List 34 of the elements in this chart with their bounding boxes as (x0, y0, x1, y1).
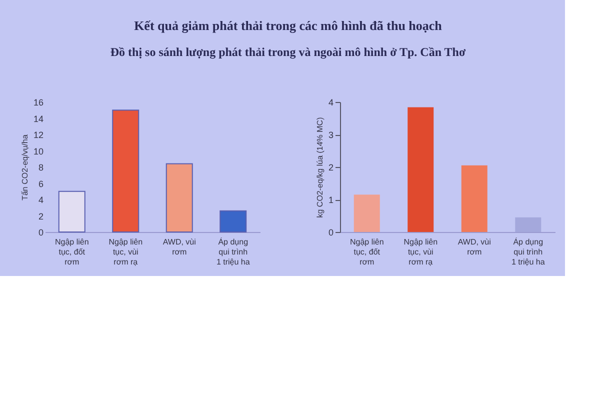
y-axis-title: kg CO2-eq/kg lúa (14% MC) (315, 116, 324, 218)
bar (515, 217, 542, 232)
y-tick-label: 6 (38, 178, 44, 189)
bar (166, 163, 193, 232)
bar (58, 190, 86, 232)
bar (408, 107, 434, 232)
y-tick-label: 4 (328, 98, 334, 108)
y-tick-label: 12 (33, 130, 44, 140)
bar (461, 165, 488, 232)
text: Đồ thị so sánh lượng phát thải trong và ngoài mô hình ở Tp. Cần Thơ (110, 45, 466, 59)
bar (112, 110, 140, 232)
y-tick-label: 2 (328, 162, 334, 172)
y-tick-label: 1 (328, 195, 334, 205)
bar (220, 210, 247, 232)
bar (354, 194, 380, 232)
y-tick-label: 14 (33, 114, 44, 124)
y-tick-label: 2 (38, 211, 44, 222)
y-tick-label: 10 (33, 146, 44, 156)
x-tick-label: Ngập liên tục, vùi rơm rạ (404, 238, 438, 266)
y-tick-label: 16 (33, 98, 44, 108)
y-tick-label: 0 (328, 228, 334, 238)
y-tick-label: 3 (328, 130, 334, 140)
x-tick-label: Ngập liên tục, đốt rơm (350, 238, 384, 266)
x-tick-label: AWD, vùi rơm (162, 238, 196, 256)
y-tick-label: 4 (38, 195, 44, 205)
x-tick-label: Áp dụng qui trình 1 triệu ha (216, 238, 250, 266)
y-tick-label: 8 (38, 162, 44, 172)
x-tick-label: Ngập liên tục, vùi rơm rạ (108, 238, 143, 266)
y-axis-title: Tấn CO2-eq/vụ/ha (20, 134, 30, 200)
x-tick-label: AWD, vùi rơm (458, 238, 492, 256)
y-tick-label: 0 (38, 228, 44, 238)
text: Kết quả giảm phát thải trong các mô hình đã thu hoạch (134, 18, 443, 33)
x-tick-label: Ngập liên tục, đốt rơm (54, 238, 89, 266)
x-tick-label: Áp dụng qui trình 1 triệu ha (511, 238, 546, 266)
